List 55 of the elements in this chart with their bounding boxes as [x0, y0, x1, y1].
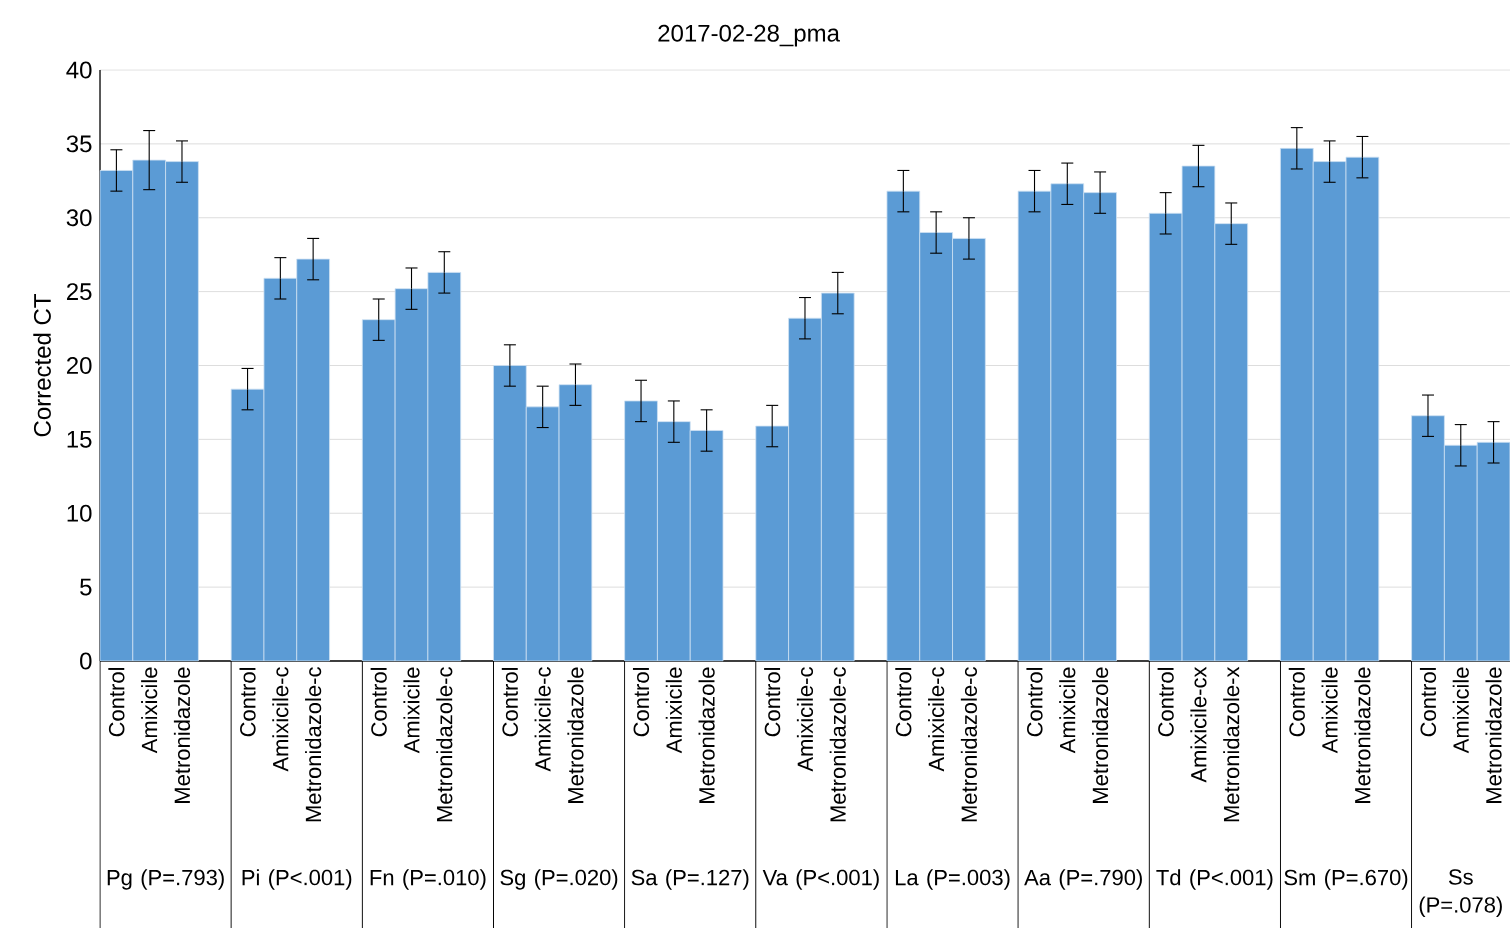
x-tick-label: Amixicile-c: [928, 667, 945, 772]
x-tick-label: Metronidazole-c: [960, 667, 978, 822]
text: Td (P<.001): [1156, 869, 1273, 890]
x-tick-label: Control: [370, 668, 387, 737]
x-tick-label: Metronidazole-c: [305, 667, 322, 822]
y-tick-label: 40: [66, 61, 92, 79]
x-tick-label: Amixicile: [1452, 667, 1469, 754]
x-tick-label: Control: [239, 668, 256, 737]
x-tick-label: Metronidazole-x: [1223, 666, 1240, 822]
y-tick-label: 15: [67, 430, 92, 448]
x-tick-label: Control: [632, 668, 650, 737]
x-tick-label: Control: [501, 668, 518, 737]
x-tick-label: Amixicile-cx: [1190, 666, 1207, 783]
y-tick-label: 0: [80, 652, 92, 670]
y-tick-label: 20: [66, 357, 92, 374]
x-tick-label: Metronidazole-c: [436, 667, 453, 822]
y-tick-label: 5: [80, 578, 92, 596]
x-tick-label: Control: [1026, 668, 1043, 737]
x-tick-label: Control: [895, 668, 912, 737]
x-tick-label: Metronidazole: [698, 667, 715, 803]
text: Sa (P=.127): [631, 869, 749, 890]
y-tick-label: 10: [67, 504, 92, 522]
x-tick-label: Metronidazole: [1485, 667, 1502, 803]
x-tick-label: Amixicile-c: [796, 667, 814, 772]
text: Pg (P=.793): [107, 869, 224, 890]
x-tick-label: Metronidazole: [1354, 667, 1371, 803]
text: Aa (P=.790): [1024, 869, 1142, 890]
x-tick-label: Metronidazole-c: [829, 667, 846, 822]
x-tick-label: Amixicile-c: [534, 667, 551, 772]
text: Ss (P=.078): [1419, 869, 1502, 918]
x-tick-label: Metronidazole: [173, 667, 191, 803]
x-tick-label: Amixicile-c: [272, 667, 289, 772]
text: Va (P<.001): [762, 869, 879, 890]
y-tick-label: 35: [66, 135, 92, 153]
x-tick-label: Amixicile: [403, 667, 420, 754]
x-tick-label: Control: [108, 668, 125, 737]
x-tick-label: Amixicile: [665, 667, 682, 754]
x-tick-label: Control: [1157, 668, 1174, 737]
text: Pi (P<.001): [242, 869, 352, 890]
x-tick-label: Amixicile: [1321, 667, 1338, 754]
x-tick-label: Amixicile: [141, 667, 158, 754]
y-tick-label: 30: [66, 209, 92, 227]
x-tick-label: Control: [1288, 668, 1305, 737]
x-tick-label: Control: [1419, 668, 1437, 737]
x-tick-label: Metronidazole: [1092, 667, 1109, 803]
text: Sm (P=.670): [1284, 869, 1408, 890]
y-tick-label: 25: [66, 283, 92, 301]
text: Fn (P=.010): [370, 869, 486, 890]
text: Sg (P=.020): [500, 869, 618, 890]
y-axis-title: Corrected CT: [33, 294, 51, 437]
x-tick-label: Amixicile: [1059, 667, 1076, 754]
x-tick-label: Metronidazole: [567, 667, 584, 803]
text: La (P=.003): [895, 869, 1010, 890]
x-tick-label: Control: [764, 668, 781, 737]
chart-title: 2017-02-28_pma: [658, 24, 840, 47]
